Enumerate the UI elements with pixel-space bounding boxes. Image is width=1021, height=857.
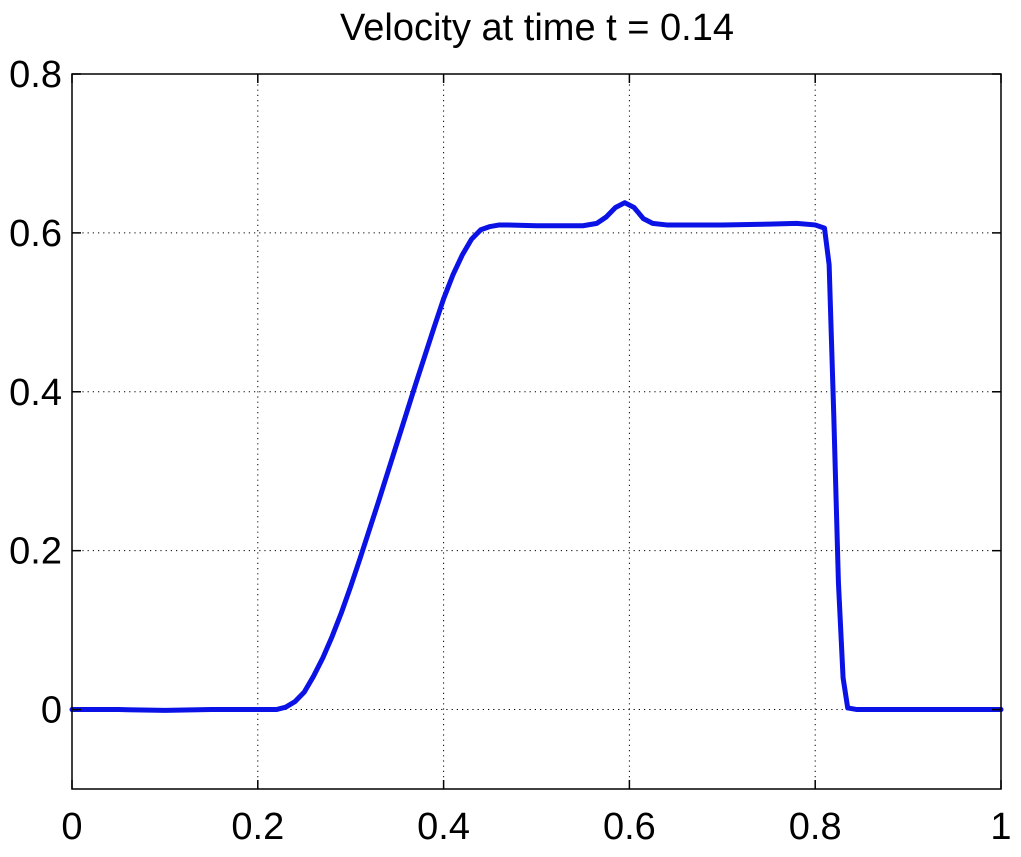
x-axis-tick-labels: 0 0.2 0.4 0.6 0.8 1	[61, 806, 1011, 848]
x-tick-label: 0.4	[417, 806, 470, 848]
y-tick-label: 0.6	[9, 213, 62, 255]
y-tick-label: 0.2	[9, 531, 62, 573]
y-tick-label: 0	[41, 690, 62, 732]
y-axis-tick-labels: 0 0.2 0.4 0.6 0.8	[9, 54, 62, 732]
axis-ticks	[71, 73, 1002, 789]
axes-frame	[71, 73, 1002, 790]
y-tick-label: 0.8	[9, 54, 62, 96]
y-tick-label: 0.4	[9, 372, 62, 414]
plot-series	[69, 200, 1004, 713]
x-tick-label: 0	[61, 806, 82, 848]
x-tick-label: 1	[990, 806, 1011, 848]
x-tick-label: 0.2	[231, 806, 284, 848]
x-tick-label: 0.8	[789, 806, 842, 848]
x-tick-label: 0.6	[603, 806, 656, 848]
velocity-series-line	[69, 200, 1004, 713]
chart-title: Velocity at time t = 0.14	[340, 7, 734, 49]
